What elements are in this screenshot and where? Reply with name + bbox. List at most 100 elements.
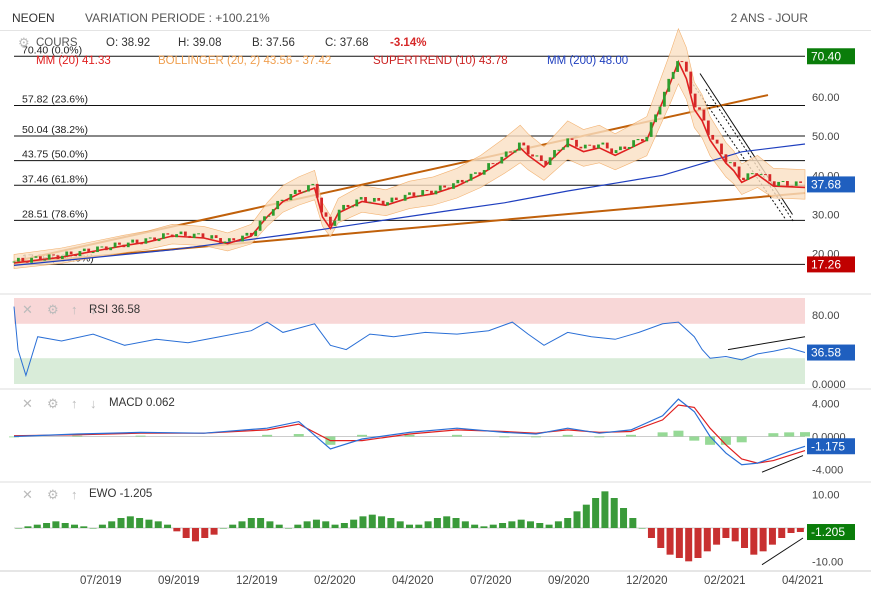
macd-histogram-bar [357, 434, 368, 437]
price-candle [456, 179, 460, 184]
ewo-bar [191, 528, 199, 542]
price-candle [715, 139, 719, 144]
ewo-bar [750, 528, 758, 555]
ewo-bar [145, 519, 153, 528]
move-up-icon[interactable]: ↑ [71, 302, 78, 317]
close-icon[interactable]: ✕ [22, 396, 33, 411]
ewo-bar [126, 516, 134, 528]
price-candle [65, 251, 69, 256]
ewo-bar [741, 528, 749, 548]
price-candle [601, 142, 605, 145]
gear-icon[interactable]: ⚙ [18, 35, 30, 50]
macd-histogram-bar [720, 436, 731, 445]
falling-channel-line [705, 88, 795, 223]
variation-label: VARIATION PERIODE : +100.21% [85, 11, 270, 25]
x-tick-label: 02/2021 [704, 575, 746, 587]
price-candle [241, 235, 244, 242]
price-candle [276, 200, 280, 210]
price-candle [236, 240, 240, 242]
ewo-bar [592, 498, 600, 528]
ewo-bar [247, 518, 255, 528]
price-candle [610, 148, 614, 154]
macd-histogram-bar [705, 436, 716, 445]
move-up-icon[interactable]: ↑ [71, 396, 78, 411]
price-candle [166, 233, 170, 235]
price-candle [192, 233, 196, 238]
close-icon[interactable]: ✕ [22, 302, 33, 317]
price-candle [412, 192, 416, 197]
price-candle [680, 61, 684, 63]
ewo-bar [471, 524, 479, 528]
price-candle [399, 200, 403, 202]
ewo-bar [266, 521, 274, 528]
price-candle [491, 163, 495, 165]
price-candle [43, 259, 47, 261]
rsi-legend: RSI 36.58 [89, 304, 140, 316]
ewo-bar [52, 521, 60, 528]
period-label[interactable]: 2 ANS - JOUR [730, 11, 808, 25]
price-candle [289, 194, 293, 201]
price-candle [87, 248, 91, 253]
price-candle [104, 246, 108, 251]
move-down-icon[interactable]: ↓ [90, 396, 97, 411]
ewo-bar [657, 528, 665, 548]
macd-histogram-bar [9, 436, 19, 438]
ewo-bar [201, 528, 209, 538]
price-candle [201, 233, 205, 239]
rsi-oversold-zone [14, 358, 805, 384]
ewo-value-tag: -1.205 [811, 525, 845, 539]
ewo-bar [526, 521, 534, 528]
price-candle [570, 138, 574, 140]
ewo-bar [443, 516, 451, 528]
move-up-icon[interactable]: ↑ [71, 487, 78, 502]
price-candle [487, 163, 490, 171]
ewo-bar [713, 528, 721, 545]
price-candle [342, 204, 345, 210]
ewo-bar [15, 528, 23, 529]
price-candle [126, 242, 130, 248]
ewo-bar [238, 521, 246, 528]
price-candle [698, 107, 701, 110]
price-candle [684, 61, 688, 72]
price-candle [258, 220, 262, 231]
mm20-legend: MM (20) 41.33 [36, 55, 111, 67]
price-candle [623, 146, 627, 150]
ewo-bar [415, 524, 423, 528]
ewo-bar [461, 521, 469, 528]
price-candle [377, 197, 381, 201]
move-down-icon[interactable]: ↓ [90, 302, 97, 317]
rsi-tick-label: 80.00 [812, 310, 840, 322]
price-candle [790, 185, 794, 187]
ewo-bar [331, 524, 339, 528]
macd-histogram-bar [531, 436, 542, 438]
close-icon[interactable]: ✕ [22, 487, 33, 502]
macd-histogram-bar [625, 434, 636, 437]
ewo-bar [629, 518, 637, 528]
price-candle [478, 172, 482, 175]
gear-icon[interactable]: ⚙ [47, 302, 59, 317]
rsi-tick-label: 0.0000 [812, 379, 846, 391]
gear-icon[interactable]: ⚙ [47, 487, 59, 502]
ewo-bar [536, 523, 544, 528]
price-candle [676, 61, 679, 72]
price-candle [34, 256, 38, 258]
macd-histogram-bar [499, 436, 510, 438]
price-candle [324, 212, 328, 217]
ewo-bar [70, 524, 78, 528]
price-candle [223, 241, 227, 244]
trend-lower-line [13, 191, 806, 265]
macd-histogram-bar [768, 433, 779, 437]
price-candle [772, 181, 776, 187]
gear-icon[interactable]: ⚙ [47, 396, 59, 411]
rsi-value-tag-bg [807, 344, 855, 361]
last-price-tag-bg [807, 176, 855, 193]
price-candle [82, 248, 86, 252]
ewo-bar [406, 524, 413, 528]
price-candle [307, 185, 310, 192]
ewo-bar [666, 528, 674, 555]
mm200-line [13, 143, 806, 266]
max-price-tag: 70.40 [811, 49, 841, 63]
price-candle [548, 157, 552, 165]
price-candle [544, 160, 548, 165]
price-tick-label: 50.00 [812, 131, 840, 143]
